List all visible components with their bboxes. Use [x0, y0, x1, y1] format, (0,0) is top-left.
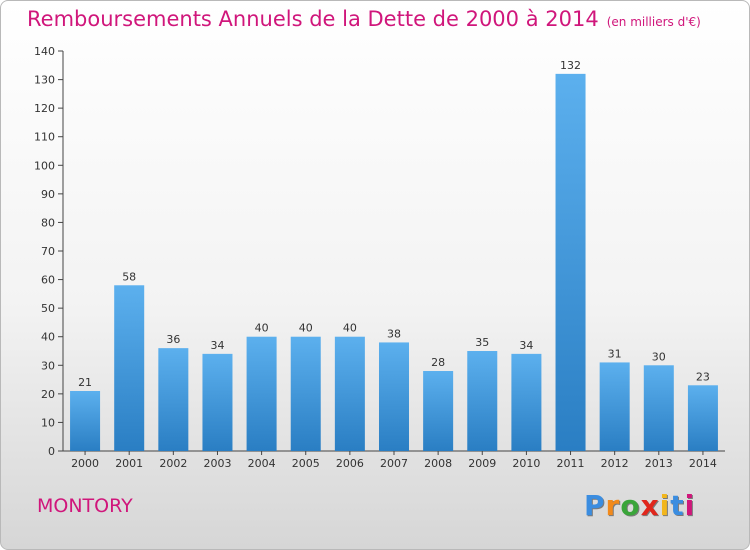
- x-tick-label: 2012: [601, 457, 629, 470]
- y-tick-label: 70: [41, 245, 55, 258]
- y-tick-label: 110: [34, 131, 55, 144]
- logo-letter: i: [659, 489, 671, 522]
- y-tick-label: 0: [48, 445, 55, 458]
- y-tick-label: 100: [34, 159, 55, 172]
- data-label: 35: [475, 336, 489, 349]
- x-tick-label: 2006: [336, 457, 364, 470]
- data-label: 58: [122, 270, 136, 283]
- bar: [687, 385, 718, 451]
- y-tick-label: 80: [41, 216, 55, 229]
- x-tick-label: 2008: [424, 457, 452, 470]
- chart-title: Remboursements Annuels de la Dette de 20…: [27, 7, 701, 31]
- x-tick-label: 2007: [380, 457, 408, 470]
- logo-letter: r: [605, 489, 621, 522]
- y-tick-label: 40: [41, 331, 55, 344]
- x-tick-label: 2003: [203, 457, 231, 470]
- y-tick-label: 130: [34, 74, 55, 87]
- bar: [334, 336, 365, 451]
- commune-name: MONTORY: [37, 495, 133, 517]
- data-label: 36: [166, 333, 180, 346]
- bar: [555, 73, 586, 451]
- bar: [70, 391, 101, 451]
- data-label: 132: [560, 59, 581, 72]
- data-label: 30: [652, 350, 666, 363]
- data-label: 40: [343, 322, 357, 335]
- data-label: 34: [519, 339, 533, 352]
- logo-letter: P: [584, 489, 606, 522]
- bar: [114, 285, 145, 451]
- y-tick-label: 20: [41, 388, 55, 401]
- chart-title-text: Remboursements Annuels de la Dette de 20…: [27, 7, 599, 31]
- y-tick-label: 120: [34, 102, 55, 115]
- x-tick-label: 2010: [512, 457, 540, 470]
- x-tick-label: 2011: [557, 457, 585, 470]
- x-tick-label: 2004: [248, 457, 276, 470]
- x-tick-label: 2000: [71, 457, 99, 470]
- bar: [599, 362, 630, 451]
- y-tick-label: 50: [41, 302, 55, 315]
- bar: [246, 336, 277, 451]
- y-tick-label: 90: [41, 188, 55, 201]
- data-labels: 21 58 36 34 40 40 40 38 28 35 34 132 31 30 23: [78, 59, 710, 389]
- data-label: 23: [696, 370, 710, 383]
- logo-letter: i: [684, 489, 696, 522]
- bar: [378, 342, 410, 451]
- data-label: 38: [387, 327, 401, 340]
- logo-letter: t: [670, 489, 685, 522]
- x-tick-label: 2001: [115, 457, 143, 470]
- axes: 0 10 20 30 40 50 60 70 80 90 100 110 120 130 140 2000 20…: [34, 45, 725, 470]
- logo-letter: o: [620, 489, 641, 522]
- bar: [202, 353, 233, 451]
- data-label: 21: [78, 376, 92, 389]
- x-tick-label: 2002: [159, 457, 187, 470]
- data-label: 28: [431, 356, 445, 369]
- chart-subtitle: (en milliers d'€): [606, 15, 701, 29]
- bar: [290, 336, 321, 451]
- x-tick-label: 2005: [292, 457, 320, 470]
- x-tick-label: 2013: [645, 457, 673, 470]
- y-tick-label: 10: [41, 416, 55, 429]
- data-label: 40: [299, 322, 313, 335]
- x-tick-label: 2009: [468, 457, 496, 470]
- bar: [467, 351, 498, 451]
- bar: [423, 371, 454, 451]
- y-tick-label: 60: [41, 274, 55, 287]
- data-label: 40: [255, 322, 269, 335]
- bars: [70, 73, 718, 451]
- bar: [643, 365, 674, 451]
- y-tick-label: 140: [34, 45, 55, 58]
- bar: [511, 353, 542, 451]
- logo-letter: x: [640, 489, 660, 522]
- data-label: 31: [608, 347, 622, 360]
- proxiti-logo: Proxiti: [584, 489, 695, 522]
- bar: [158, 348, 189, 451]
- data-label: 34: [210, 339, 224, 352]
- y-tick-label: 30: [41, 359, 55, 372]
- x-tick-label: 2014: [689, 457, 717, 470]
